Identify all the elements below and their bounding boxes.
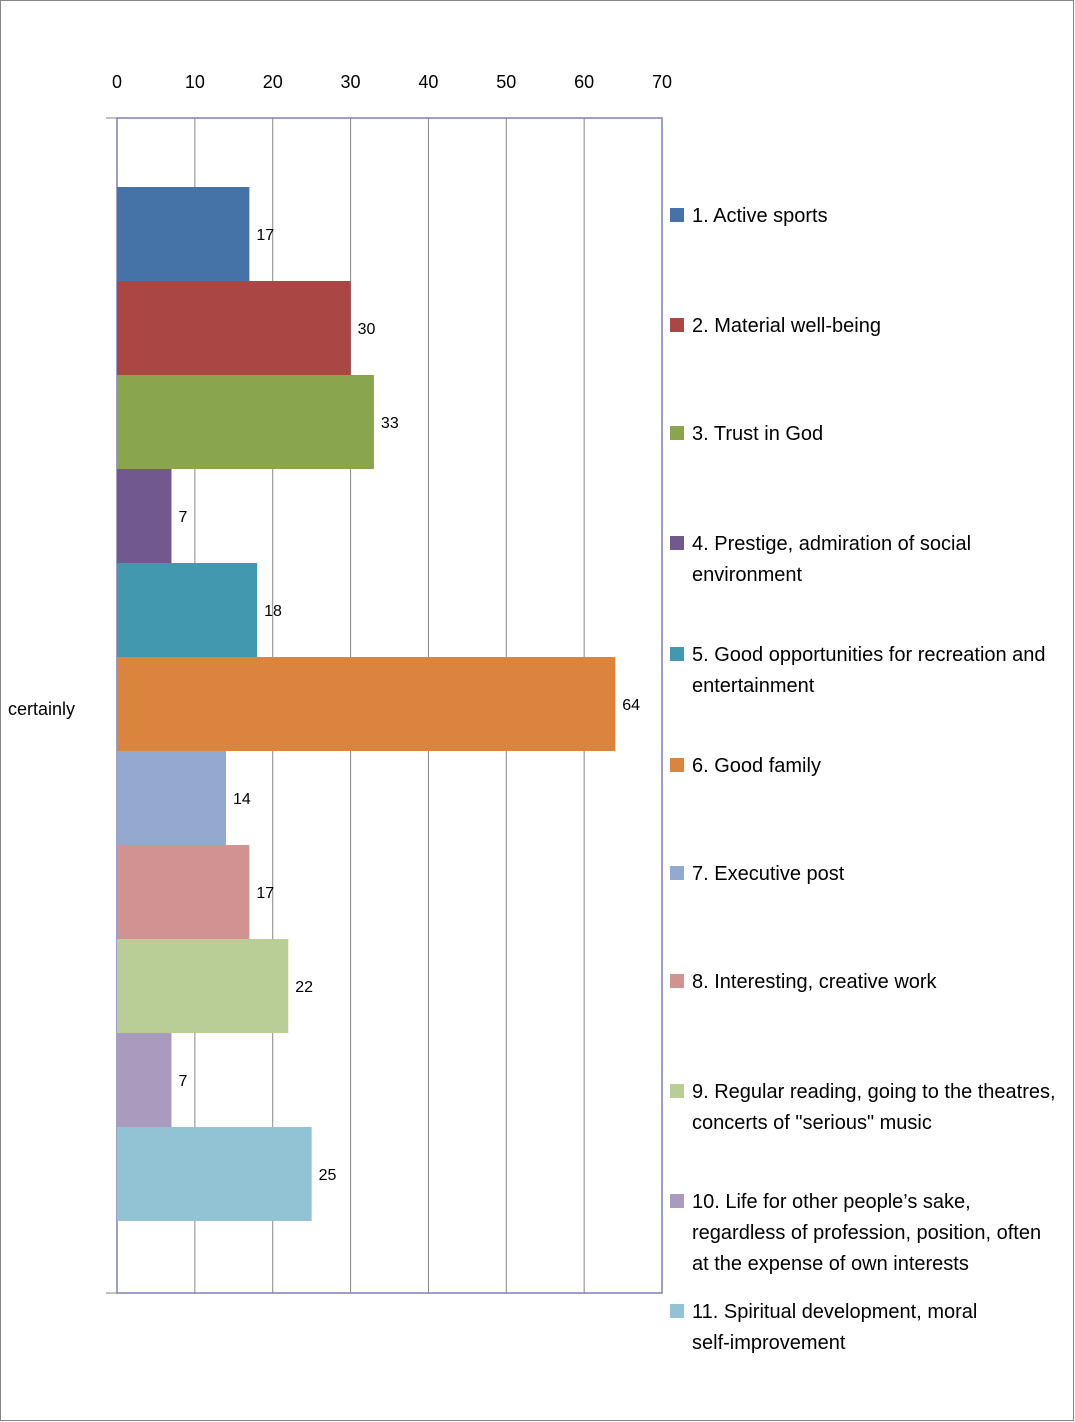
legend-entry-9: 9. Regular reading, going to the theatre… <box>692 1081 1056 1134</box>
data-label-series-1: 17 <box>256 227 274 244</box>
data-label-series-11: 25 <box>319 1167 337 1184</box>
x-tick-label-10: 10 <box>185 72 205 92</box>
bar-series-6 <box>117 657 616 751</box>
legend-entry-6: 6. Good family <box>692 755 821 777</box>
legend-swatch-11 <box>670 1304 684 1318</box>
legend-entry-1: 1. Active sports <box>692 205 828 227</box>
x-tick-label-30: 30 <box>341 72 361 92</box>
x-tick-label-60: 60 <box>574 72 594 92</box>
legend-swatch-9 <box>670 1084 684 1098</box>
legend-swatch-6 <box>670 758 684 772</box>
bar-series-4 <box>117 469 172 563</box>
bar-series-7 <box>117 751 226 845</box>
data-label-series-6: 64 <box>622 697 640 714</box>
data-label-series-2: 30 <box>358 321 376 338</box>
x-tick-label-40: 40 <box>418 72 438 92</box>
legend-entry-2: 2. Material well-being <box>692 315 881 337</box>
legend-swatch-3 <box>670 426 684 440</box>
legend-entry-5: 5. Good opportunities for recreation and… <box>692 644 1046 697</box>
legend-swatch-10 <box>670 1194 684 1208</box>
bar-series-1 <box>117 187 250 281</box>
data-label-series-10: 7 <box>179 1073 188 1090</box>
bar-series-8 <box>117 845 250 939</box>
legend-entry-11: 11. Spiritual development, moral self-imp… <box>692 1301 977 1354</box>
legend-swatch-4 <box>670 536 684 550</box>
bar-series-2 <box>117 281 351 375</box>
legend-swatch-5 <box>670 647 684 661</box>
bar-series-11 <box>117 1127 312 1221</box>
legend-swatch-8 <box>670 974 684 988</box>
legend-entry-10: 10. Life for other people’s sake, regardl… <box>692 1191 1041 1275</box>
legend-entry-7: 7. Executive post <box>692 863 845 885</box>
legend-swatch-1 <box>670 208 684 222</box>
x-tick-label-20: 20 <box>263 72 283 92</box>
bar-series-3 <box>117 375 374 469</box>
data-label-series-4: 7 <box>179 509 188 526</box>
legend-swatch-7 <box>670 866 684 880</box>
data-label-series-5: 18 <box>264 603 282 620</box>
x-tick-label-70: 70 <box>652 72 672 92</box>
data-label-series-8: 17 <box>256 885 274 902</box>
bar-series-5 <box>117 563 258 657</box>
legend-swatch-2 <box>670 318 684 332</box>
legend-entry-4: 4. Prestige, admiration of social environ… <box>692 533 971 586</box>
x-tick-label-0: 0 <box>112 72 122 92</box>
category-label: certainly <box>8 699 75 719</box>
data-label-series-3: 33 <box>381 415 399 432</box>
bar-series-9 <box>117 939 289 1033</box>
bar-series-10 <box>117 1033 172 1127</box>
legend-entry-8: 8. Interesting, creative work <box>692 971 938 993</box>
x-tick-label-50: 50 <box>496 72 516 92</box>
legend-entry-3: 3. Trust in God <box>692 423 823 445</box>
data-label-series-7: 14 <box>233 791 251 808</box>
data-label-series-9: 22 <box>295 979 313 996</box>
